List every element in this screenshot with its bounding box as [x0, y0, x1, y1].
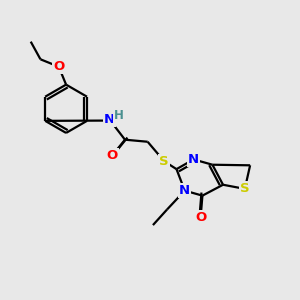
Text: N: N — [188, 153, 199, 166]
Text: S: S — [159, 155, 169, 168]
Text: O: O — [53, 60, 64, 73]
Text: N: N — [103, 113, 115, 126]
Text: H: H — [114, 109, 124, 122]
Text: O: O — [107, 149, 118, 162]
Text: S: S — [240, 182, 250, 195]
Text: N: N — [179, 184, 190, 197]
Text: O: O — [195, 211, 206, 224]
